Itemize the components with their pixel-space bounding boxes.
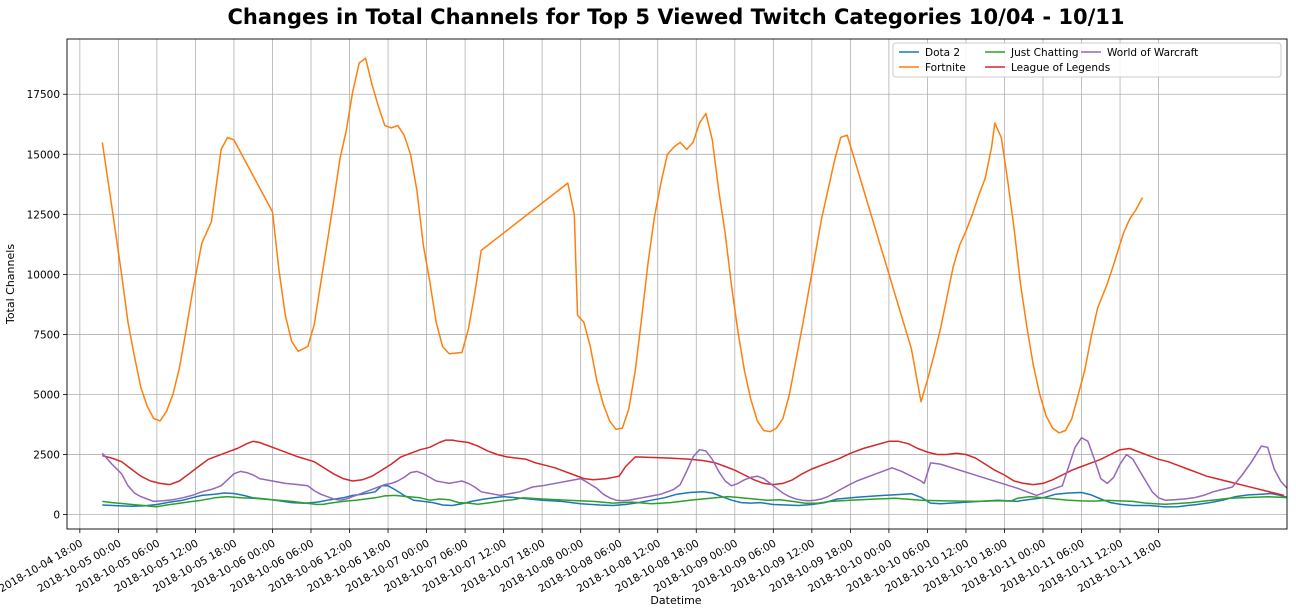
y-tick-label: 12500 — [27, 209, 60, 221]
legend-label-league-of-legends: League of Legends — [1011, 62, 1110, 74]
y-tick-label: 17500 — [27, 89, 60, 101]
y-tick-label: 7500 — [33, 329, 60, 341]
y-tick-label: 15000 — [27, 149, 60, 161]
y-tick-label: 10000 — [27, 269, 60, 281]
legend: Dota 2 Fortnite Just Chatting League of Leg… — [892, 42, 1282, 78]
series-line-league-of-legends — [102, 439, 1284, 497]
legend-label-fortnite: Fortnite — [925, 62, 966, 74]
chart-title: Changes in Total Channels for Top 5 View… — [227, 5, 1124, 29]
series-lines — [101, 57, 1287, 508]
y-tick-label: 0 — [53, 510, 60, 522]
y-axis-label: Total Channels — [4, 244, 17, 325]
series-line-fortnite — [101, 57, 1144, 434]
series-line-just-chatting — [102, 494, 1287, 508]
series-line-world-of-warcraft — [101, 436, 1287, 503]
series-line-dota-2 — [102, 485, 1287, 508]
plot-frame — [66, 38, 1288, 530]
x-axis-label: Datetime — [650, 594, 701, 607]
y-tick-label: 5000 — [33, 389, 60, 401]
y-tick-label: 2500 — [33, 450, 60, 462]
legend-label-world-of-warcraft: World of Warcraft — [1107, 47, 1198, 59]
legend-label-just-chatting: Just Chatting — [1010, 47, 1079, 59]
y-axis-ticks: 0 2500 5000 7500 10000 12500 15000 17500 — [27, 89, 67, 522]
plot-series-group — [101, 57, 1287, 508]
legend-label-dota-2: Dota 2 — [925, 47, 960, 59]
